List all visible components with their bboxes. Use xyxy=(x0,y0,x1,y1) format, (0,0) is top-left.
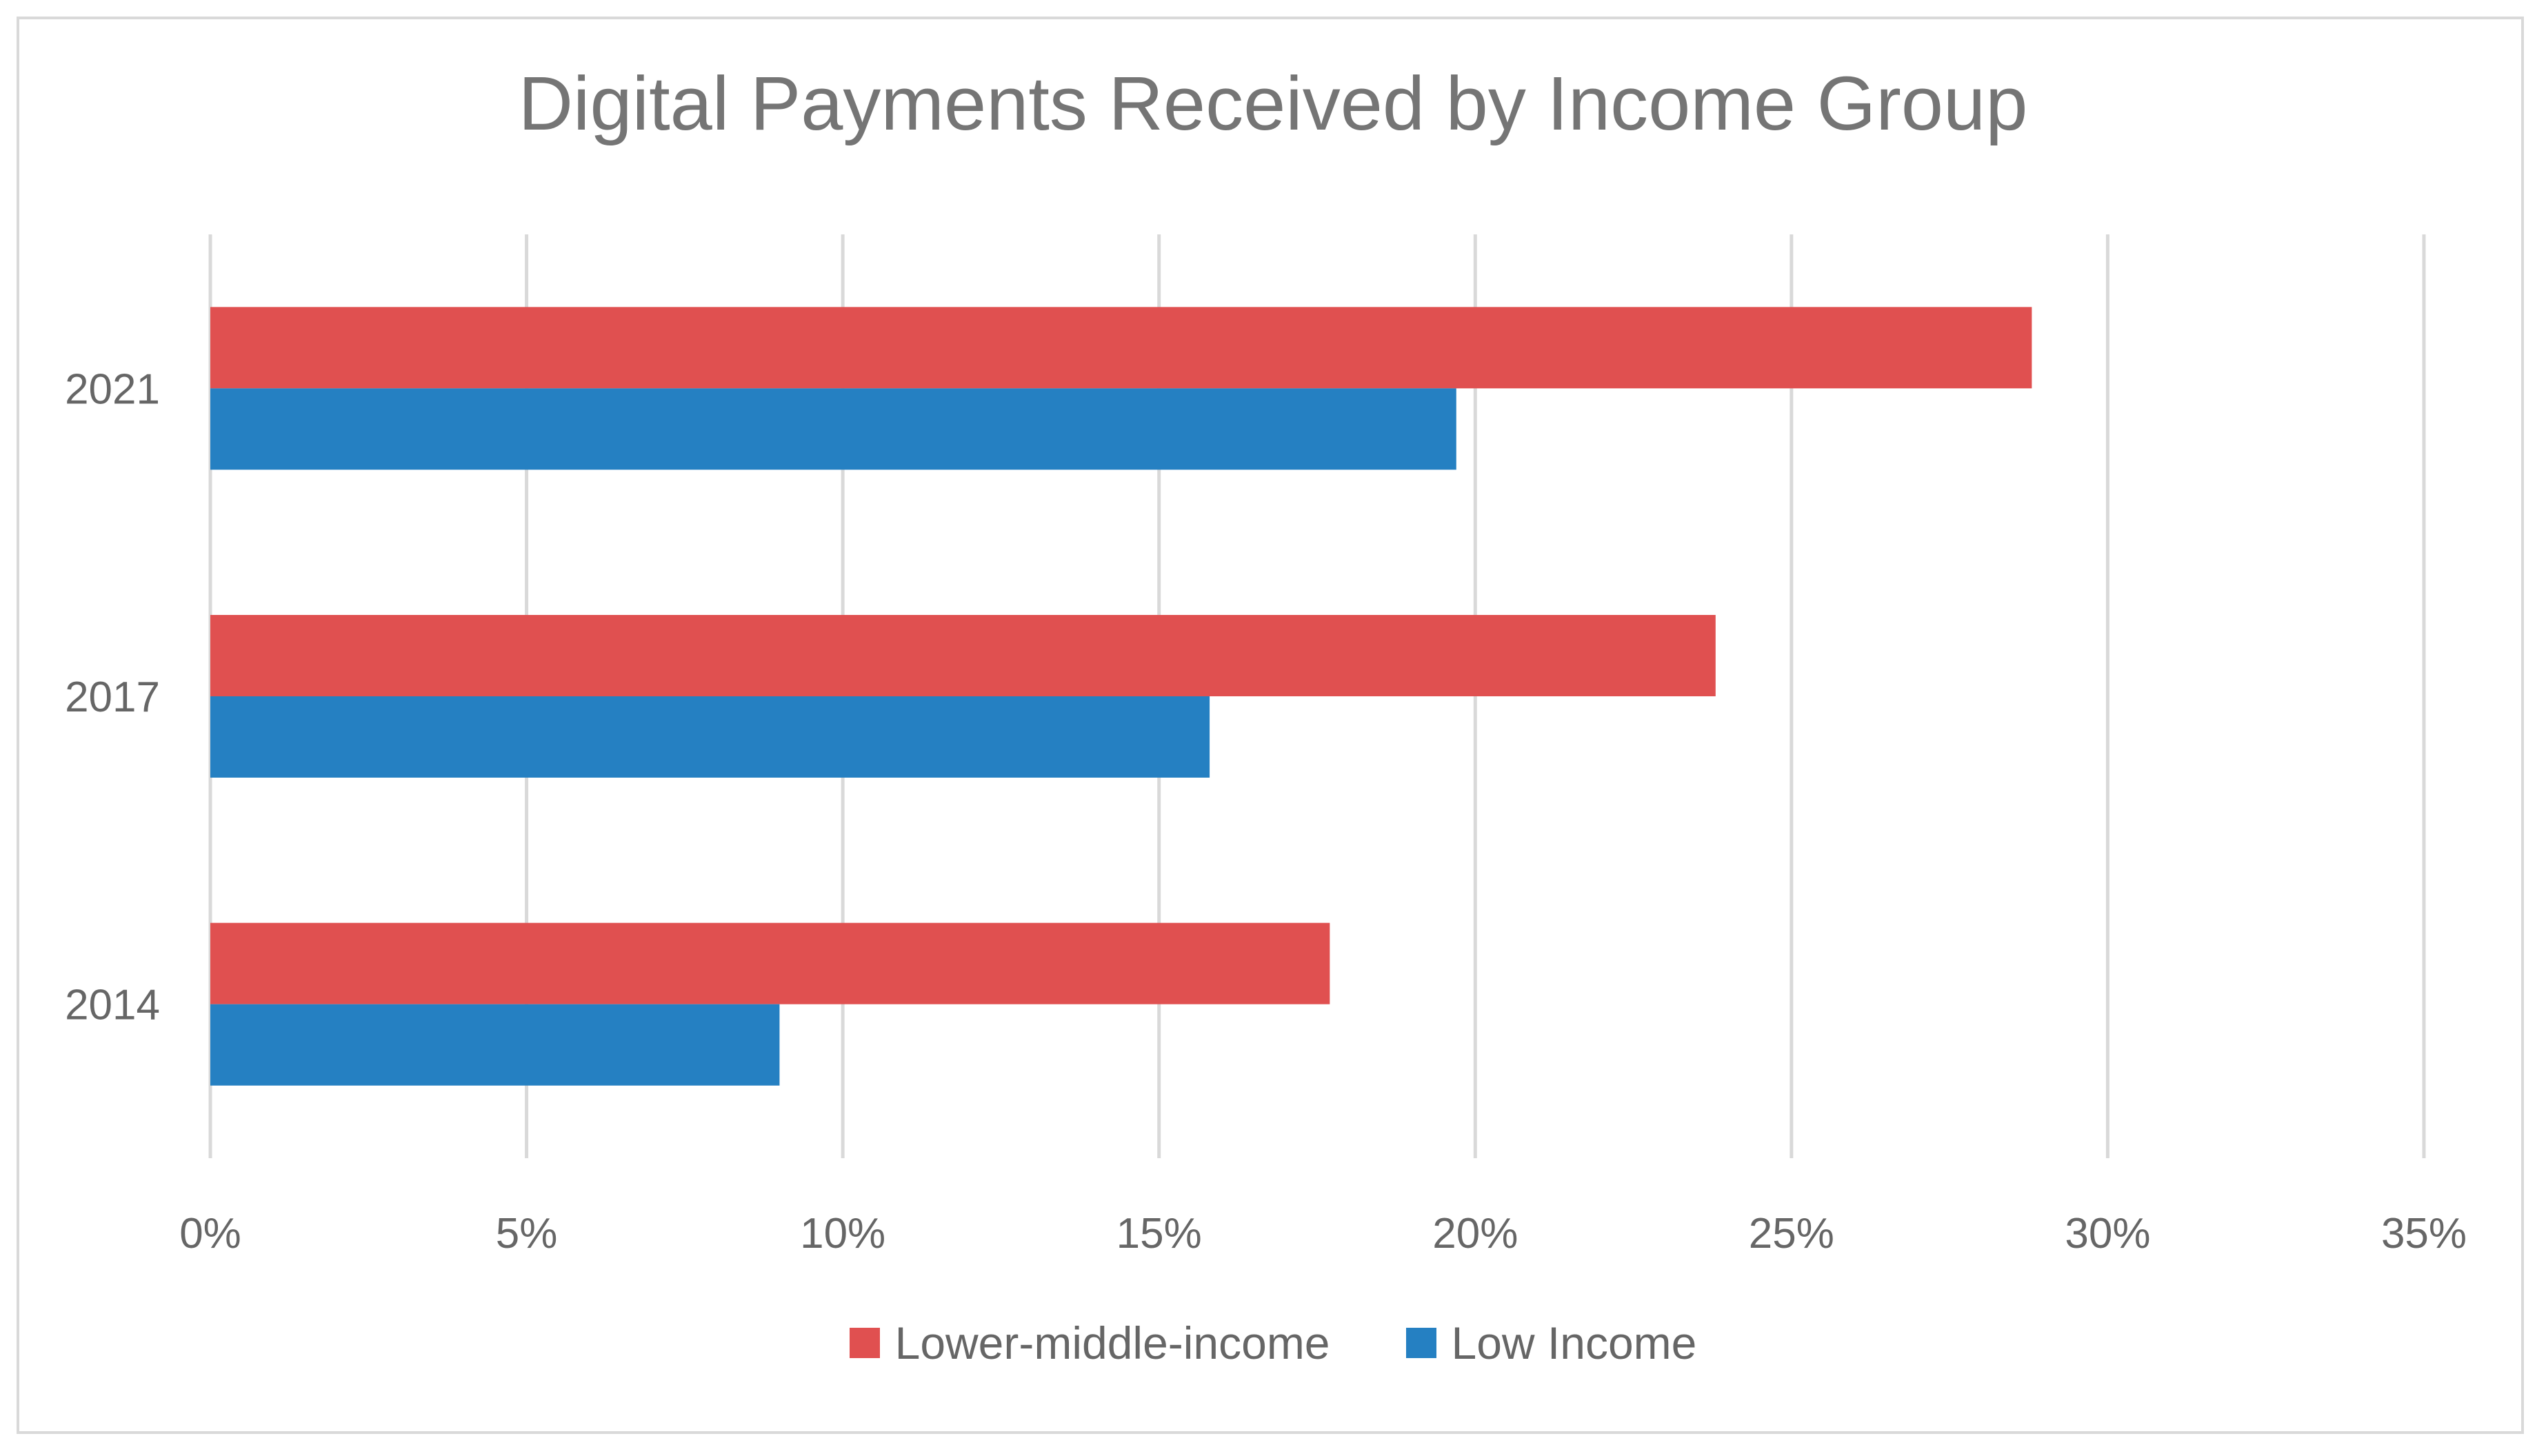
x-tick-label-35: 35% xyxy=(2381,1210,2467,1257)
bar-lower-middle-income-2021 xyxy=(210,307,2032,389)
x-tick-label-15: 15% xyxy=(1116,1210,1202,1257)
legend-item-low-income: Low Income xyxy=(1405,1317,1697,1369)
bar-low-income-2017 xyxy=(210,696,1210,778)
bar-lower-middle-income-2014 xyxy=(210,922,1330,1004)
x-tick-label-30: 30% xyxy=(2065,1210,2150,1257)
legend-item-lower-middle-income: Lower-middle-income xyxy=(849,1317,1330,1369)
legend-swatch-low-income xyxy=(1405,1328,1436,1358)
legend-label-lower-middle-income: Lower-middle-income xyxy=(894,1317,1330,1368)
bar-low-income-2014 xyxy=(210,1004,780,1086)
x-tick-label-25: 25% xyxy=(1749,1210,1834,1257)
y-category-label-2021: 2021 xyxy=(65,365,160,413)
legend-label-low-income: Low Income xyxy=(1451,1317,1697,1368)
bar-low-income-2021 xyxy=(210,388,1456,470)
chart-title: Digital Payments Received by Income Grou… xyxy=(518,61,2028,146)
y-axis-labels: 2021 2017 2014 xyxy=(65,365,160,1029)
y-category-label-2014: 2014 xyxy=(65,982,160,1029)
x-tick-label-5: 5% xyxy=(496,1210,558,1257)
legend: Lower-middle-income Low Income xyxy=(0,1317,2546,1369)
x-tick-label-20: 20% xyxy=(1432,1210,1518,1257)
legend-swatch-lower-middle-income xyxy=(849,1328,880,1358)
bar-lower-middle-income-2017 xyxy=(210,615,1716,696)
x-tick-label-10: 10% xyxy=(800,1210,885,1257)
x-axis-ticks: 0% 5% 10% 15% 20% 25% 30% 35% xyxy=(179,1210,2467,1257)
x-tick-label-0: 0% xyxy=(179,1210,241,1257)
bars xyxy=(210,307,2032,1086)
y-category-label-2017: 2017 xyxy=(65,674,160,721)
